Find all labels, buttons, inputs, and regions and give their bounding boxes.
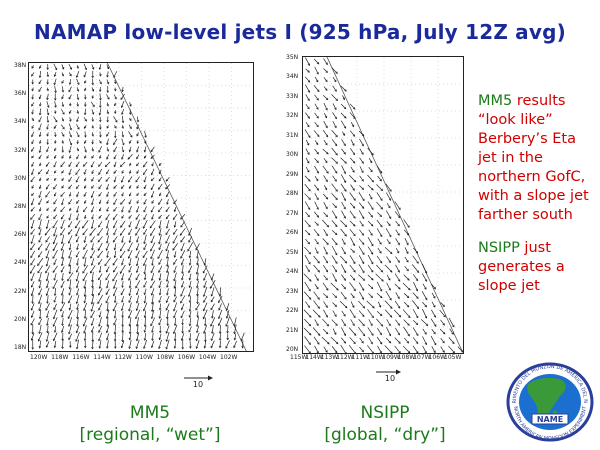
mm5-lon-label: 110W: [135, 354, 153, 361]
nsipp-lat-label: 25N: [286, 248, 299, 256]
mm5-lat-label: 18N: [14, 344, 27, 351]
mm5-lon-label: 104W: [198, 354, 217, 361]
nsipp-lon-label: 109W: [382, 354, 400, 361]
nsipp-lon-label: 114W: [305, 354, 323, 361]
nsipp-lon-label: 108W: [397, 354, 416, 361]
nsipp-lat-label: 27N: [286, 209, 299, 217]
mm5-reference-vector: 10: [178, 374, 218, 394]
nsipp-lat-label: 34N: [286, 73, 299, 81]
note-mm5: MM5 results “look like” Berbery’s Eta je…: [478, 92, 598, 225]
mm5-lat-label: 28N: [14, 203, 27, 210]
mm5-lon-label: 112W: [114, 354, 132, 361]
nsipp-lat-label: 35N: [286, 54, 299, 61]
nsipp-caption-name: NSIPP: [360, 403, 410, 423]
mm5-lat-label: 36N: [14, 90, 27, 98]
mm5-lon-label: 116W: [72, 354, 90, 361]
nsipp-lon-label: 106W: [428, 354, 446, 361]
mm5-wind-map: [28, 62, 254, 352]
nsipp-lon-label: 112W: [336, 354, 354, 361]
mm5-lat-label: 20N: [14, 315, 27, 323]
mm5-lon-label: 118W: [51, 354, 69, 361]
nsipp-caption: NSIPP [global, “dry”]: [290, 402, 480, 446]
mm5-caption-desc: [regional, “wet”]: [79, 425, 221, 445]
nsipp-lat-label: 32N: [286, 112, 299, 120]
mm5-lat-label: 38N: [14, 62, 27, 69]
mm5-reference-label: 10: [192, 380, 204, 389]
nsipp-reference-vector: 10: [370, 368, 410, 388]
mm5-lat-label: 22N: [14, 287, 27, 295]
note-nsipp-text: just generates a slope jet: [478, 240, 565, 294]
nsipp-lat-label: 21N: [286, 326, 299, 334]
nsipp-lat-label: 28N: [286, 190, 299, 198]
mm5-caption-name: MM5: [129, 403, 171, 423]
nsipp-lon-label: 113W: [320, 354, 339, 361]
nsipp-lat-label: 22N: [286, 307, 299, 315]
note-mm5-lead: MM5: [478, 93, 513, 109]
nsipp-wind-map: [302, 56, 464, 354]
mm5-lon-label: 102W: [220, 354, 238, 361]
nsipp-lat-label: 31N: [286, 131, 299, 139]
note-nsipp-lead: NSIPP: [478, 240, 520, 256]
page-title: NAMAP low-level jets I (925 hPa, July 12…: [34, 20, 566, 44]
nsipp-lon-label: 111W: [351, 354, 369, 361]
nsipp-lat-label: 29N: [286, 170, 299, 178]
note-mm5-text: results “look like” Berbery’s Eta jet in…: [478, 93, 589, 223]
mm5-lat-label: 26N: [14, 231, 27, 239]
nsipp-lat-label: 26N: [286, 229, 299, 237]
nsipp-lon-label: 107W: [413, 354, 431, 361]
nsipp-lat-label: 20N: [286, 346, 299, 353]
note-nsipp: NSIPP just generates a slope jet: [478, 239, 598, 296]
mm5-lat-label: 32N: [14, 146, 27, 154]
nsipp-lat-label: 23N: [286, 287, 299, 295]
nsipp-reference-label: 10: [384, 374, 396, 383]
name-experiment-logo: EXPERIMENTO DEL MONZON DE AMERICA DEL NO…: [503, 358, 594, 442]
nsipp-lat-label: 30N: [286, 151, 299, 159]
commentary: MM5 results “look like” Berbery’s Eta je…: [478, 92, 598, 310]
mm5-lon-label: 108W: [156, 354, 175, 361]
nsipp-vector-field: [303, 57, 463, 353]
mm5-lon-label: 120W: [30, 354, 48, 361]
mm5-lon-label: 114W: [93, 354, 111, 361]
mm5-vector-field: [29, 63, 253, 351]
nsipp-lat-label: 33N: [286, 92, 299, 100]
nsipp-lat-label: 24N: [286, 268, 299, 276]
mm5-lat-label: 34N: [14, 118, 27, 126]
nsipp-caption-desc: [global, “dry”]: [324, 425, 446, 445]
mm5-caption: MM5 [regional, “wet”]: [40, 402, 260, 446]
nsipp-lon-label: 105W: [444, 354, 462, 361]
logo-badge: NAME: [537, 415, 563, 424]
nsipp-lon-label: 110W: [367, 354, 385, 361]
mm5-lat-label: 24N: [14, 259, 27, 267]
mm5-lat-label: 30N: [14, 174, 27, 182]
mm5-lon-label: 106W: [177, 354, 196, 361]
nsipp-lon-label: 115W: [290, 354, 308, 361]
